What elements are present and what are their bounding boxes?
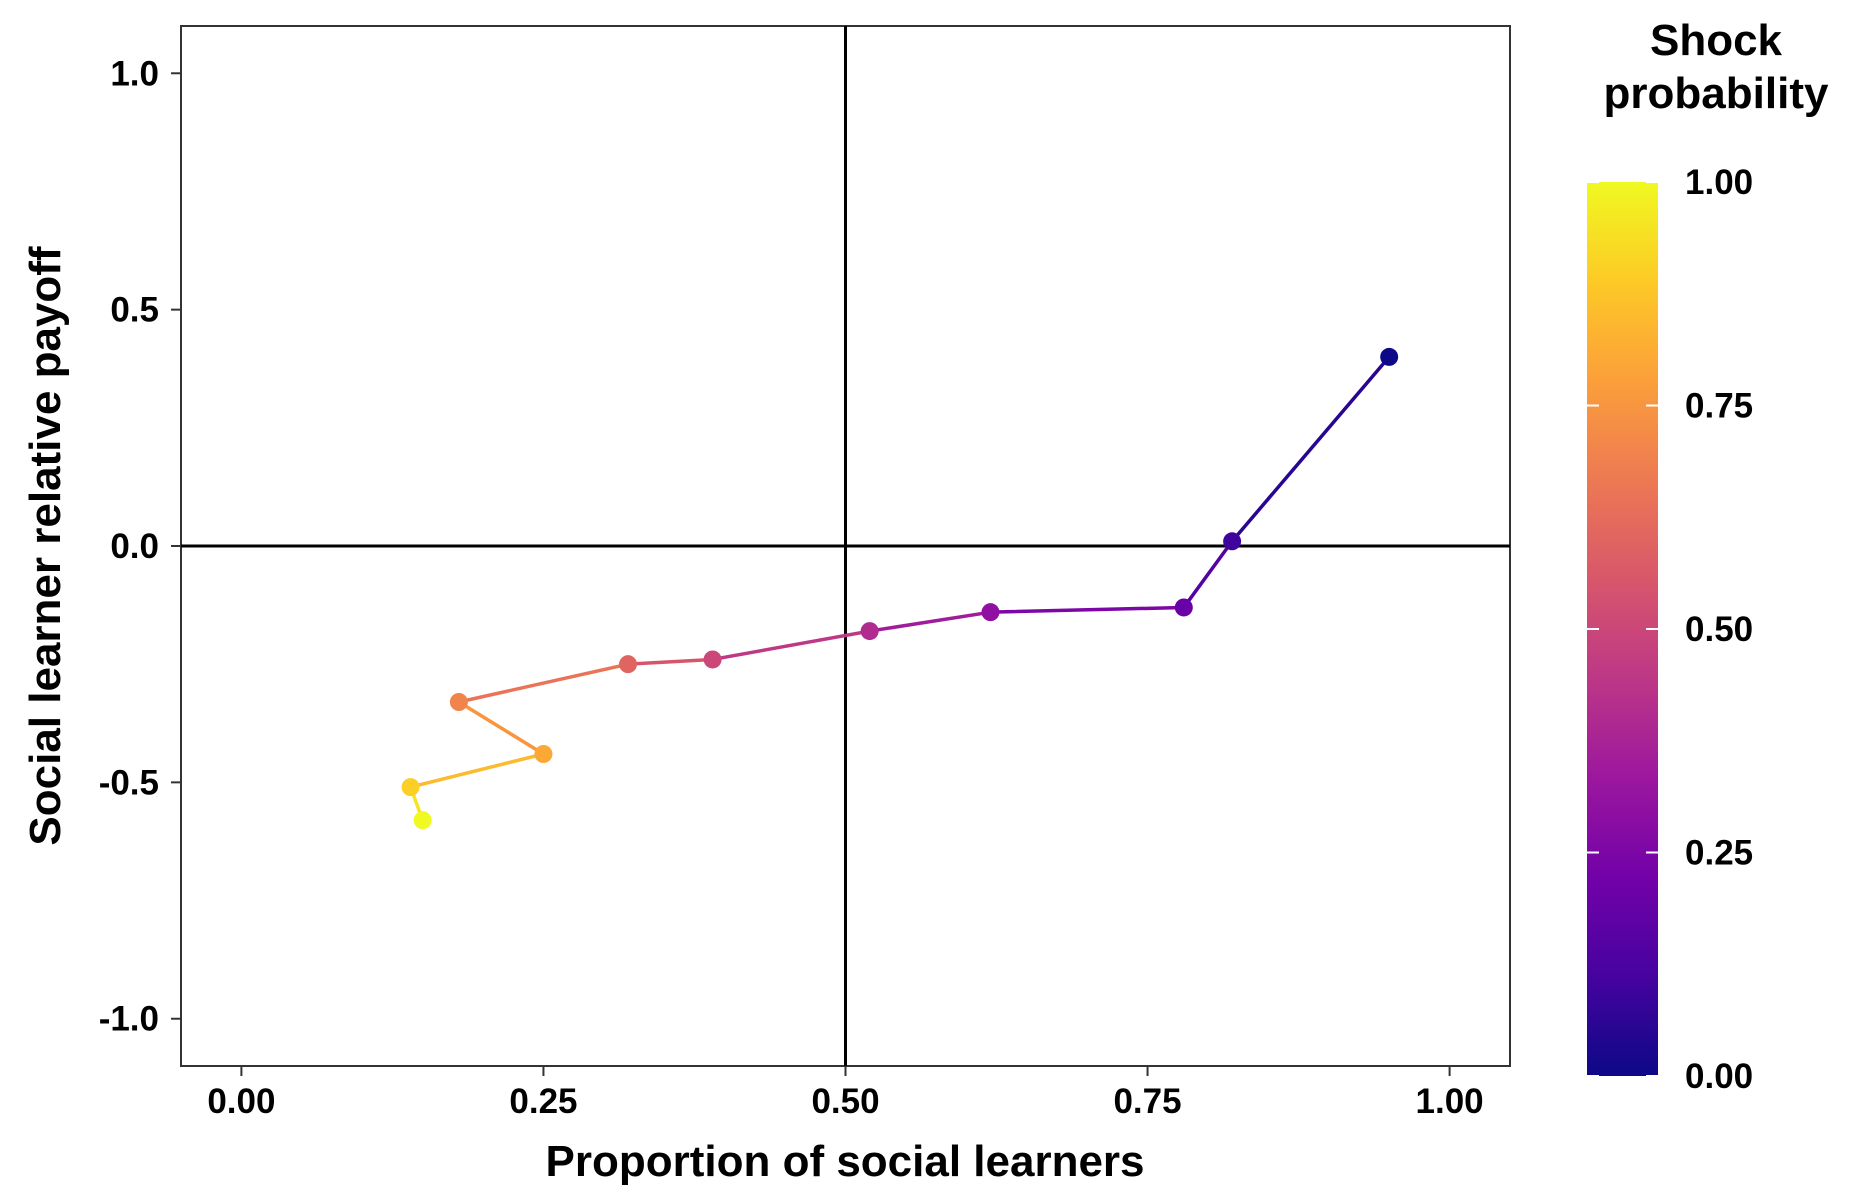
x-tick-label: 0.50	[811, 1082, 879, 1121]
y-tick-label: -0.5	[99, 763, 159, 802]
data-point	[619, 655, 638, 674]
y-tick-label: -1.0	[99, 1000, 159, 1039]
line-segment	[408, 752, 546, 789]
x-tick-label: 0.25	[509, 1082, 577, 1121]
data-point	[860, 622, 879, 641]
x-axis-title: Proportion of social learners	[545, 1137, 1144, 1186]
line-segment	[457, 662, 630, 704]
data-point	[981, 603, 1000, 622]
colorbar-ticks: 0.00 0.25 0.50 0.75 1.00	[1587, 163, 1753, 1096]
colorbar-tick-label: 0.75	[1685, 387, 1753, 426]
data-point	[1223, 532, 1242, 551]
x-tick-label: 0.75	[1113, 1082, 1181, 1121]
colorbar-tick-label: 0.25	[1685, 834, 1753, 873]
data-point	[1380, 347, 1399, 366]
colorbar-tick-label: 0.00	[1685, 1057, 1753, 1096]
line-segment	[867, 610, 993, 633]
y-tick-label: 1.0	[110, 54, 159, 93]
data-point	[534, 745, 553, 763]
line-segment	[457, 700, 546, 756]
line-segment	[988, 605, 1186, 614]
y-tick-label: 0.0	[110, 527, 159, 566]
colorbar-tick-label: 1.00	[1685, 163, 1753, 202]
line-segment	[1182, 539, 1234, 610]
y-tick-label: 0.5	[110, 291, 159, 330]
color-legend: Shock probability 0.00 0.25 0.50 0.75 1.00	[1587, 16, 1829, 1096]
data-point	[449, 693, 468, 711]
y-axis-title: Social learner relative payoff	[21, 246, 70, 846]
x-tick-label: 1.00	[1416, 1082, 1484, 1121]
line-segment	[1230, 355, 1391, 544]
colorbar-tick-label: 0.50	[1685, 610, 1753, 649]
data-point	[703, 650, 722, 669]
legend-title-line1: Shock	[1650, 16, 1783, 65]
line-segment	[626, 657, 715, 666]
x-tick-label: 0.00	[207, 1082, 275, 1121]
data-point	[1174, 598, 1193, 617]
data-point	[413, 811, 432, 830]
legend-title-line2: probability	[1604, 69, 1829, 118]
y-axis: -1.0 -0.5 0.0 0.5 1.0	[99, 54, 181, 1039]
line-segment	[710, 629, 872, 662]
series-line	[408, 355, 1391, 822]
x-axis: 0.00 0.25 0.50 0.75 1.00	[207, 1066, 1484, 1121]
series-points	[401, 347, 1399, 830]
data-point	[401, 778, 420, 797]
